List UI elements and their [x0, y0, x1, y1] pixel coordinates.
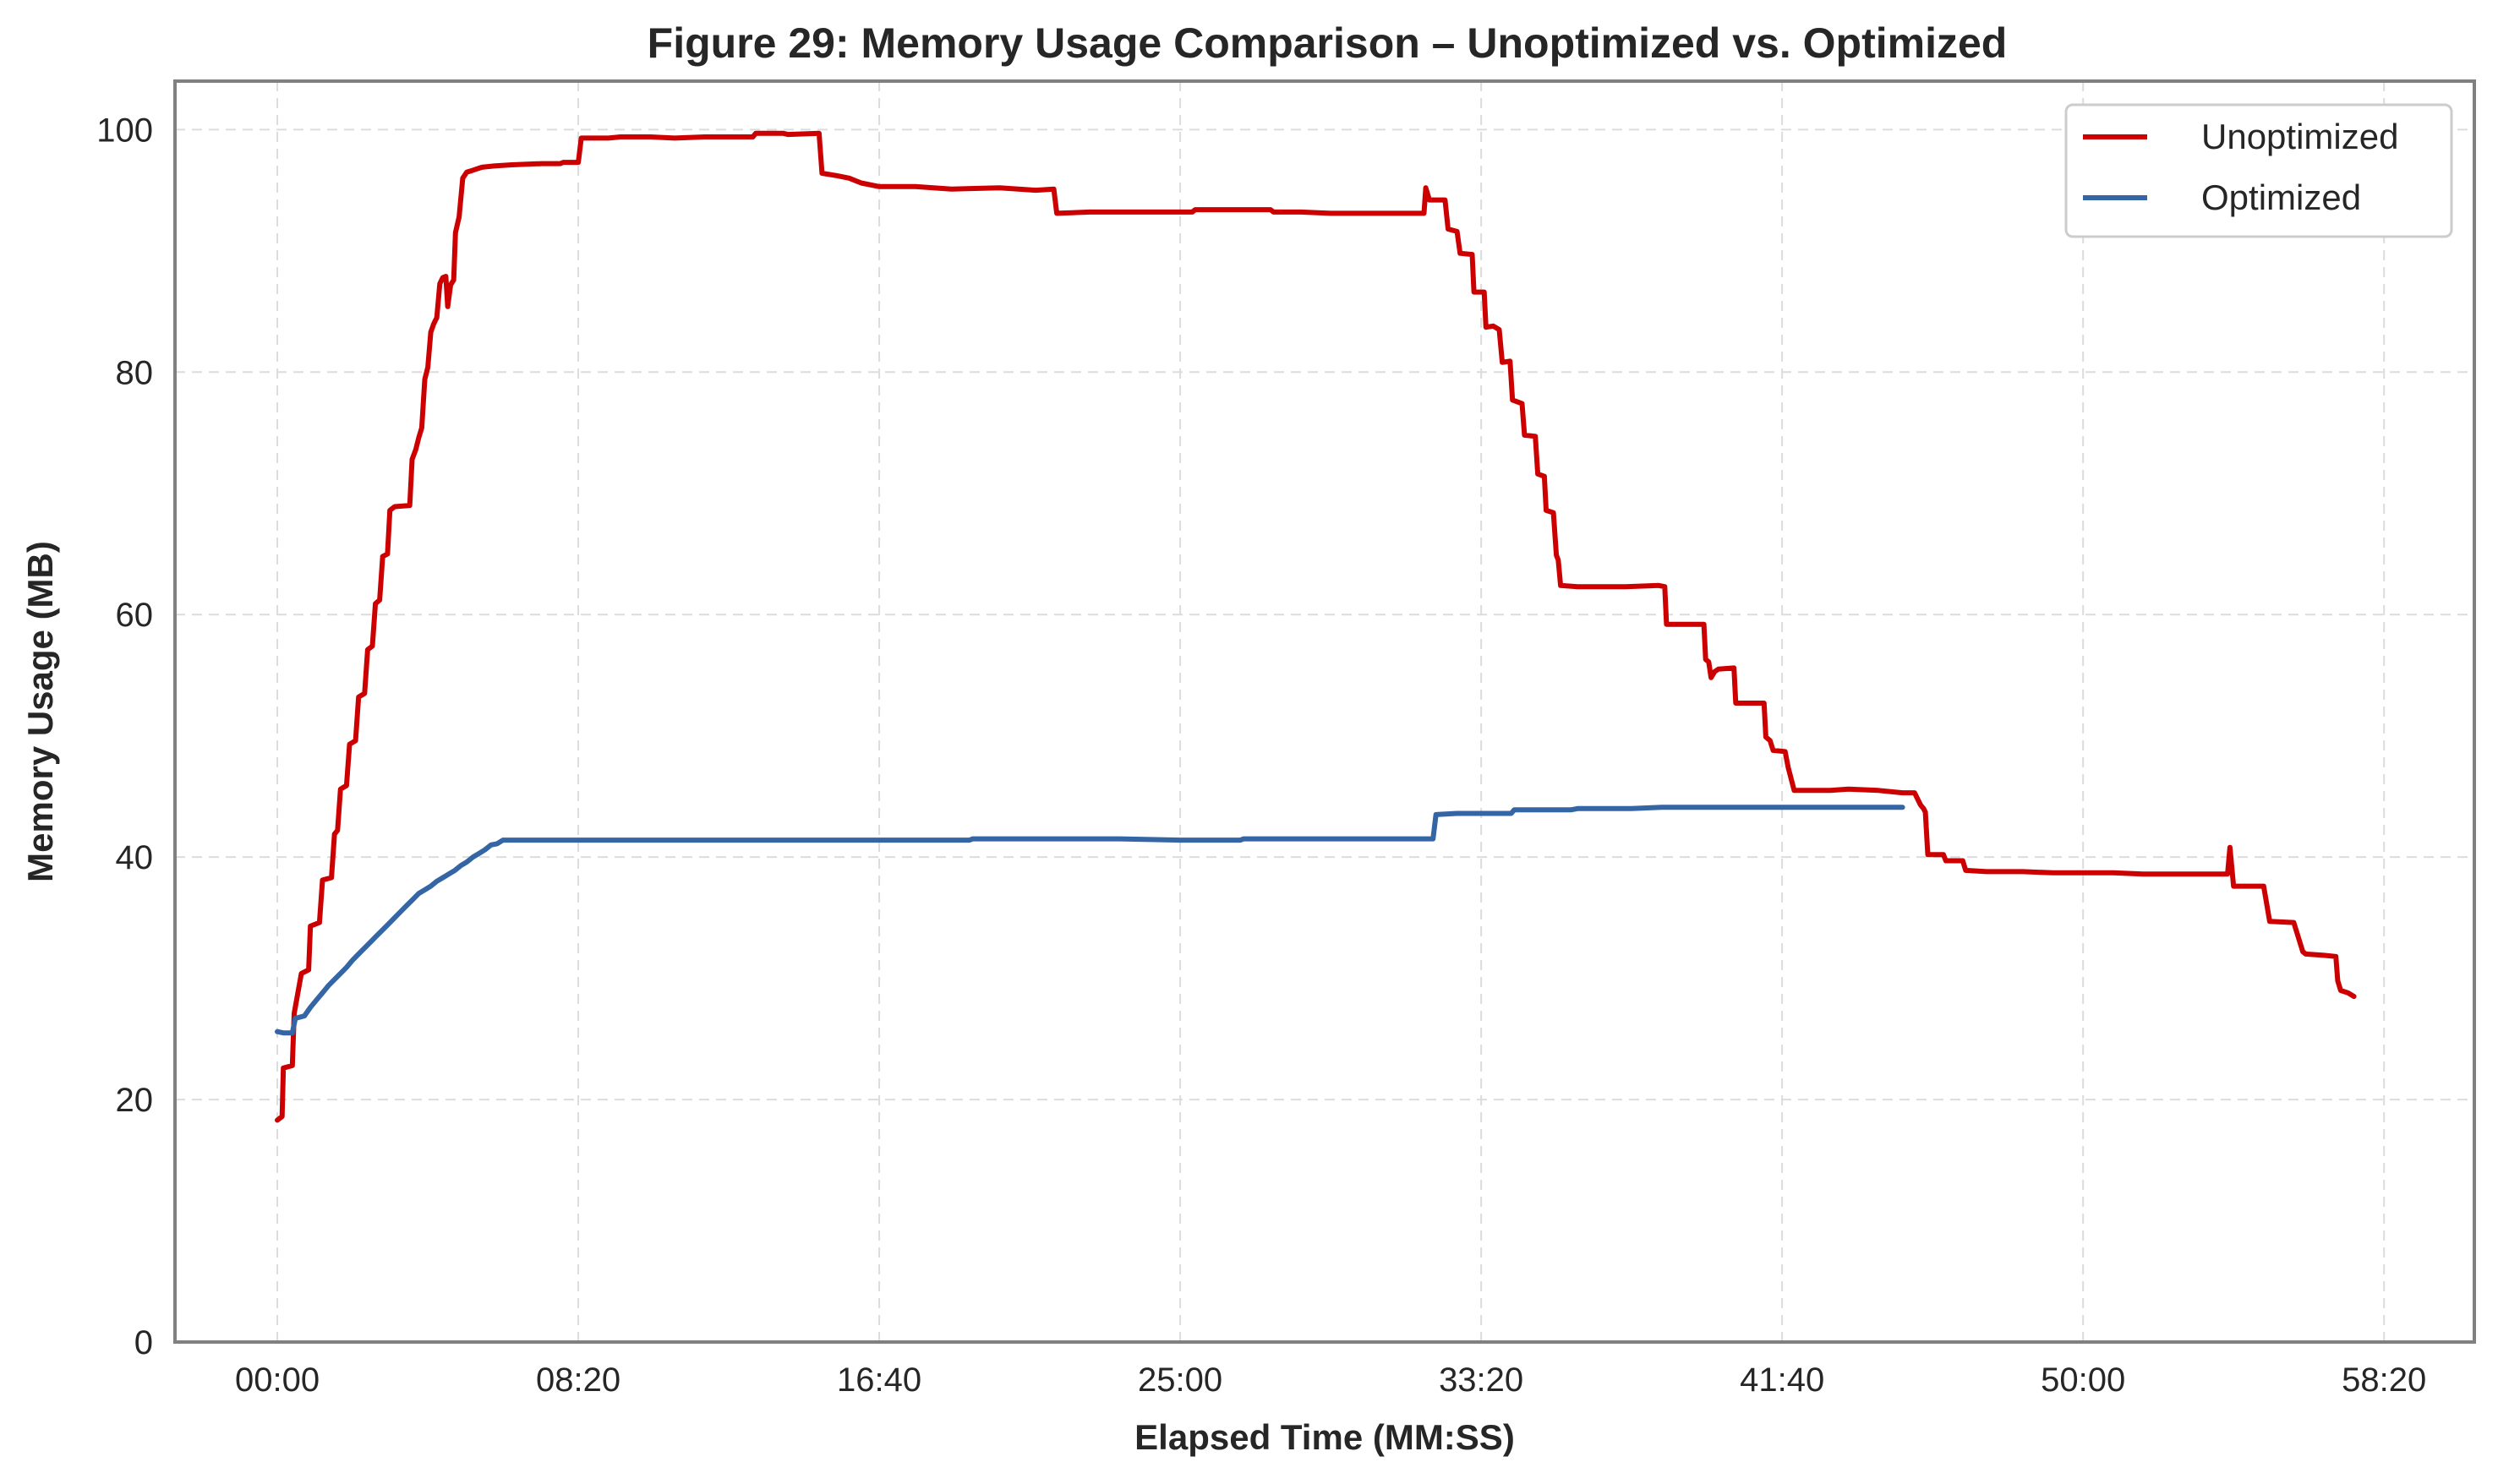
legend-label-optimized: Optimized — [2201, 177, 2361, 217]
series-lines — [275, 130, 2357, 1123]
series-line-unoptimized — [275, 130, 2357, 1123]
y-tick-label: 0 — [134, 1324, 153, 1361]
x-tick-label: 08:20 — [536, 1361, 620, 1399]
x-axis-label: Elapsed Time (MM:SS) — [1134, 1417, 1515, 1457]
legend-label-unoptimized: Unoptimized — [2201, 117, 2398, 156]
y-axis-label: Memory Usage (MB) — [20, 541, 60, 882]
legend-box — [2064, 103, 2453, 238]
y-tick-label: 40 — [116, 839, 154, 876]
x-tick-label: 33:20 — [1439, 1361, 1523, 1399]
grid-lines — [175, 81, 2474, 1342]
x-tick-label: 25:00 — [1138, 1361, 1222, 1399]
x-tick-label: 58:20 — [2342, 1361, 2426, 1399]
y-tick-label: 20 — [116, 1082, 154, 1119]
axis-ticks: 0 20 40 60 80 100 00:00 08:20 16:40 25:00 33:20 41:… — [96, 112, 2426, 1399]
legend-items: Unoptimized Optimized — [2083, 117, 2398, 217]
x-tick-label: 16:40 — [837, 1361, 921, 1399]
series-line-optimized — [275, 805, 1905, 1036]
y-tick-label: 60 — [116, 597, 154, 634]
plot-frame — [173, 79, 2476, 1344]
chart-title: Figure 29: Memory Usage Comparison – Uno… — [648, 19, 2008, 67]
y-tick-label: 80 — [116, 354, 154, 391]
chart-legend: Unoptimized Optimized — [2064, 103, 2453, 238]
x-tick-label: 50:00 — [2041, 1361, 2125, 1399]
y-tick-label: 100 — [96, 112, 153, 149]
x-tick-label: 41:40 — [1740, 1361, 1824, 1399]
x-tick-label: 00:00 — [235, 1361, 320, 1399]
